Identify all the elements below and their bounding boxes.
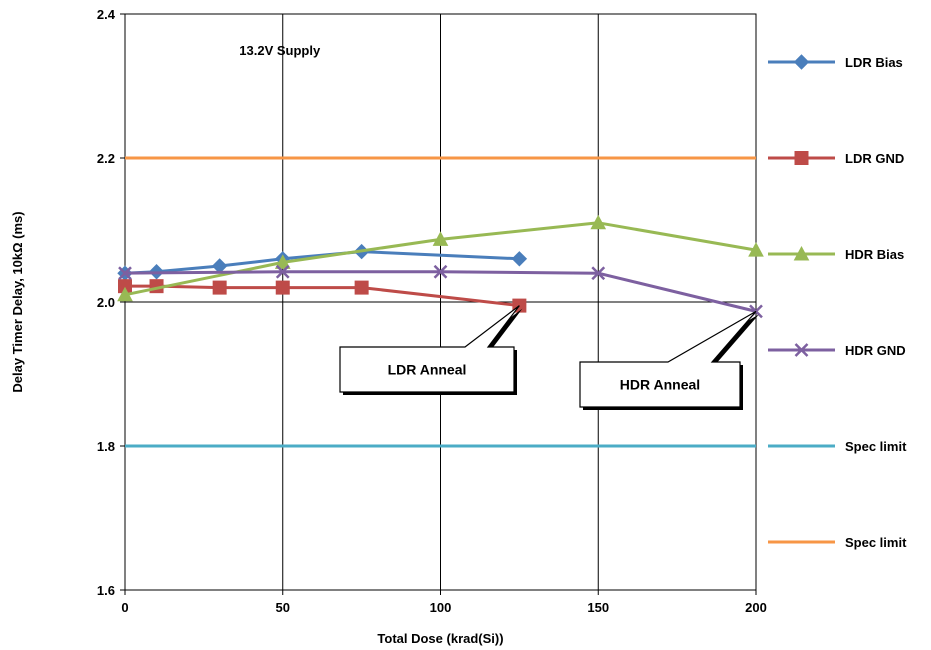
- data-point-hdr-bias-2: [274, 254, 291, 269]
- x-tick-label: 200: [745, 600, 767, 615]
- data-point-hdr-bias-2: [117, 286, 133, 302]
- series-line-ldr-gnd-1: [125, 284, 520, 308]
- x-axis-title: Total Dose (krad(Si)): [377, 631, 503, 646]
- data-point-hdr-gnd-3: [275, 264, 290, 279]
- legend-label-ldr-gnd-1: LDR GND: [845, 151, 904, 166]
- x-tick-label: 50: [276, 600, 290, 615]
- data-point-ldr-gnd-1: [212, 280, 227, 295]
- y-axis-title: Delay Timer Delay, 10kΩ (ms): [10, 211, 25, 392]
- data-point-hdr-bias-2: [432, 231, 449, 246]
- data-point-hdr-bias-2: [590, 214, 607, 230]
- annotation-supply: 13.2V Supply: [239, 43, 321, 58]
- legend-label-spec-limit-5: Spec limit: [845, 535, 907, 550]
- y-tick-label: 1.8: [97, 439, 115, 454]
- callout-box-2: [579, 310, 757, 408]
- callout-box-1: [339, 305, 520, 393]
- annotation-label: HDR Anneal: [620, 377, 700, 393]
- series-line-ldr-bias-0: [124, 250, 520, 275]
- legend-label-ldr-bias-0: LDR Bias: [845, 55, 903, 70]
- y-tick-label: 2.4: [97, 7, 116, 22]
- x-tick-label: 150: [587, 600, 609, 615]
- legend-marker-hdr-bias-2: [793, 245, 810, 261]
- x-tick-label: 100: [430, 600, 452, 615]
- legend-marker-hdr-gnd-3: [794, 343, 809, 357]
- data-point-ldr-bias-0: [511, 251, 528, 267]
- y-tick-label: 1.6: [97, 583, 115, 598]
- data-point-hdr-gnd-3: [591, 266, 606, 281]
- legend-label-hdr-gnd-3: HDR GND: [845, 343, 906, 358]
- legend-label-spec-limit-4: Spec limit: [845, 439, 907, 454]
- legend-marker-ldr-gnd-1: [794, 151, 809, 165]
- y-tick-label: 2.2: [97, 151, 115, 166]
- data-point-hdr-bias-2: [748, 242, 764, 257]
- data-point-ldr-gnd-1: [275, 280, 290, 295]
- legend-label-hdr-bias-2: HDR Bias: [845, 247, 904, 262]
- data-point-hdr-gnd-3: [433, 264, 448, 279]
- data-point-ldr-gnd-1: [354, 280, 369, 295]
- legend-marker-ldr-bias-0: [793, 54, 810, 70]
- y-tick-label: 2.0: [97, 295, 115, 310]
- annotation-label: LDR Anneal: [388, 362, 467, 378]
- data-point-hdr-gnd-3: [118, 266, 132, 281]
- x-tick-label: 0: [121, 600, 128, 615]
